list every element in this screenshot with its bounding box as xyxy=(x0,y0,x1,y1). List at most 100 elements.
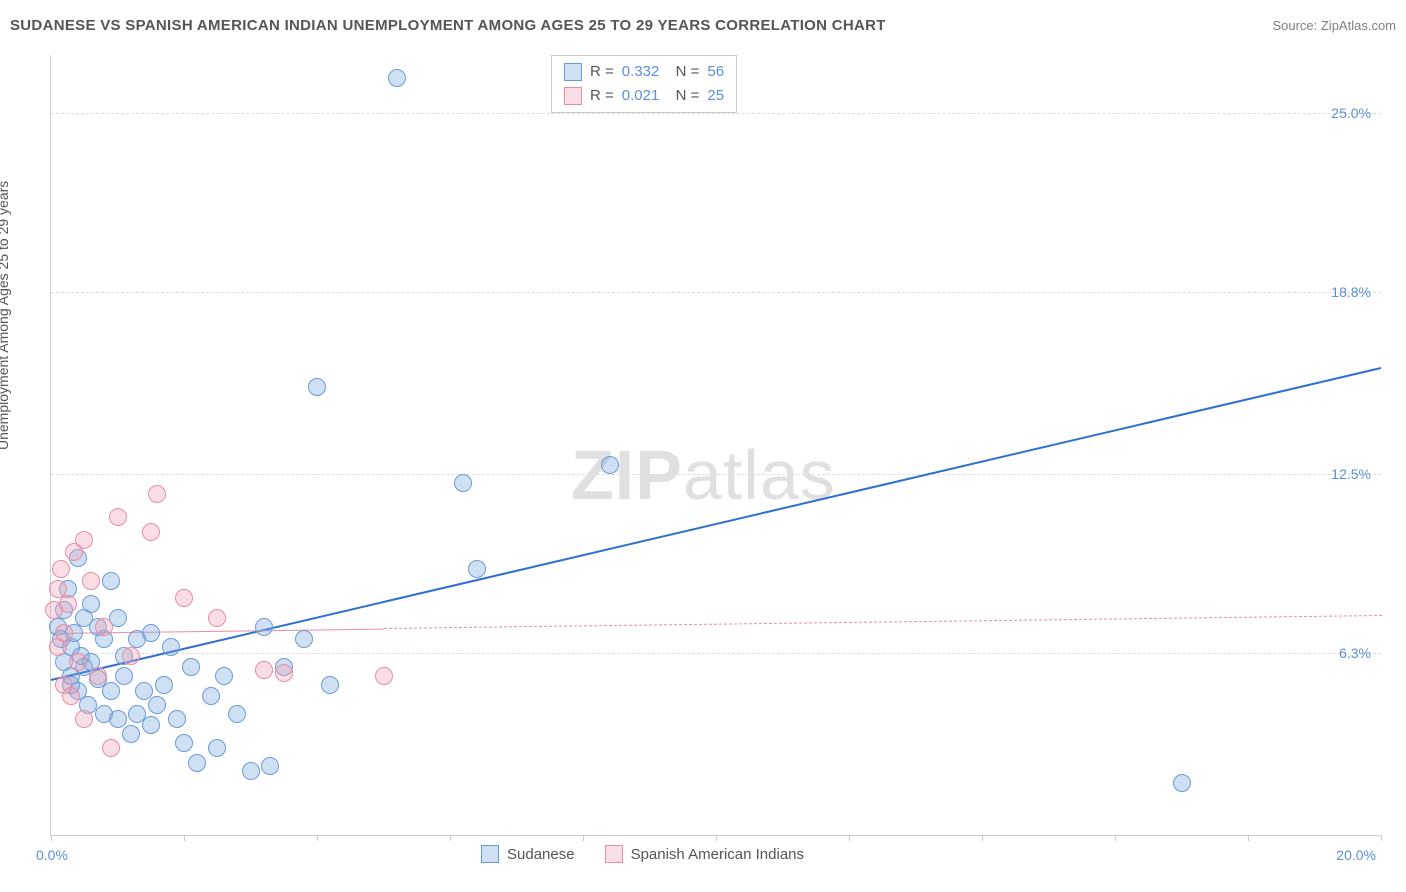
legend-item: Spanish American Indians xyxy=(605,845,804,863)
scatter-point xyxy=(142,716,160,734)
stats-r-label: R = xyxy=(590,84,614,108)
x-tick xyxy=(184,835,185,841)
scatter-point xyxy=(109,508,127,526)
stats-r-value: 0.332 xyxy=(622,60,660,84)
scatter-point xyxy=(142,624,160,642)
scatter-point xyxy=(102,682,120,700)
scatter-point xyxy=(208,609,226,627)
x-tick xyxy=(716,835,717,841)
stats-n-label: N = xyxy=(667,60,699,84)
scatter-point xyxy=(148,485,166,503)
scatter-point xyxy=(89,667,107,685)
scatter-point xyxy=(295,630,313,648)
x-tick xyxy=(1381,835,1382,841)
scatter-point xyxy=(208,739,226,757)
chart-legend: Sudanese Spanish American Indians xyxy=(481,845,804,863)
scatter-point xyxy=(122,725,140,743)
scatter-point xyxy=(175,589,193,607)
scatter-point xyxy=(62,687,80,705)
scatter-point xyxy=(1173,774,1191,792)
series-swatch xyxy=(564,63,582,81)
scatter-point xyxy=(102,572,120,590)
chart-header: SUDANESE VS SPANISH AMERICAN INDIAN UNEM… xyxy=(10,10,1396,40)
x-tick xyxy=(51,835,52,841)
scatter-point xyxy=(82,595,100,613)
stats-n-value: 56 xyxy=(707,60,724,84)
scatter-point xyxy=(182,658,200,676)
legend-label: Spanish American Indians xyxy=(631,846,804,863)
scatter-point xyxy=(255,661,273,679)
gridline xyxy=(51,292,1381,293)
scatter-plot-area: ZIPatlas R = 0.332 N = 56R = 0.021 N = 2… xyxy=(50,55,1381,836)
scatter-point xyxy=(162,638,180,656)
scatter-point xyxy=(75,710,93,728)
scatter-point xyxy=(202,687,220,705)
x-tick xyxy=(1115,835,1116,841)
stats-r-label: R = xyxy=(590,60,614,84)
scatter-point xyxy=(388,69,406,87)
source-attribution: Source: ZipAtlas.com xyxy=(1272,18,1396,33)
scatter-point xyxy=(115,667,133,685)
scatter-point xyxy=(468,560,486,578)
scatter-point xyxy=(275,664,293,682)
series-swatch xyxy=(564,87,582,105)
scatter-point xyxy=(52,560,70,578)
scatter-point xyxy=(601,456,619,474)
scatter-point xyxy=(142,523,160,541)
scatter-point xyxy=(135,682,153,700)
legend-swatch xyxy=(605,845,623,863)
gridline xyxy=(51,653,1381,654)
scatter-point xyxy=(82,572,100,590)
chart-title: SUDANESE VS SPANISH AMERICAN INDIAN UNEM… xyxy=(10,17,886,34)
gridline xyxy=(51,113,1381,114)
scatter-point xyxy=(75,531,93,549)
scatter-point xyxy=(321,676,339,694)
y-tick-label: 18.8% xyxy=(1331,284,1371,300)
stats-n-value: 25 xyxy=(707,84,724,108)
stats-row: R = 0.332 N = 56 xyxy=(564,60,724,84)
legend-swatch xyxy=(481,845,499,863)
scatter-point xyxy=(188,754,206,772)
x-tick xyxy=(583,835,584,841)
trend-line xyxy=(51,367,1381,681)
scatter-point xyxy=(375,667,393,685)
scatter-point xyxy=(109,710,127,728)
y-tick-label: 6.3% xyxy=(1339,645,1371,661)
stats-r-value: 0.021 xyxy=(622,84,660,108)
scatter-point xyxy=(122,647,140,665)
scatter-point xyxy=(69,653,87,671)
scatter-point xyxy=(155,676,173,694)
x-tick xyxy=(450,835,451,841)
y-axis-label: Unemployment Among Ages 25 to 29 years xyxy=(0,181,11,450)
scatter-point xyxy=(308,378,326,396)
scatter-point xyxy=(215,667,233,685)
scatter-point xyxy=(175,734,193,752)
legend-label: Sudanese xyxy=(507,846,575,863)
scatter-point xyxy=(59,595,77,613)
y-tick-label: 25.0% xyxy=(1331,105,1371,121)
x-tick xyxy=(982,835,983,841)
scatter-point xyxy=(261,757,279,775)
scatter-point xyxy=(228,705,246,723)
x-tick xyxy=(849,835,850,841)
scatter-point xyxy=(255,618,273,636)
gridline xyxy=(51,474,1381,475)
scatter-point xyxy=(454,474,472,492)
stats-n-label: N = xyxy=(667,84,699,108)
scatter-point xyxy=(168,710,186,728)
scatter-point xyxy=(102,739,120,757)
x-axis-max-label: 20.0% xyxy=(1336,847,1376,863)
x-tick xyxy=(1248,835,1249,841)
scatter-point xyxy=(55,624,73,642)
scatter-point xyxy=(148,696,166,714)
watermark-bold: ZIP xyxy=(571,436,683,514)
scatter-point xyxy=(242,762,260,780)
y-tick-label: 12.5% xyxy=(1331,466,1371,482)
x-tick xyxy=(317,835,318,841)
x-axis-min-label: 0.0% xyxy=(36,847,68,863)
correlation-stats-box: R = 0.332 N = 56R = 0.021 N = 25 xyxy=(551,55,737,113)
legend-item: Sudanese xyxy=(481,845,575,863)
scatter-point xyxy=(95,618,113,636)
stats-row: R = 0.021 N = 25 xyxy=(564,84,724,108)
trend-line-dashed xyxy=(383,615,1381,629)
